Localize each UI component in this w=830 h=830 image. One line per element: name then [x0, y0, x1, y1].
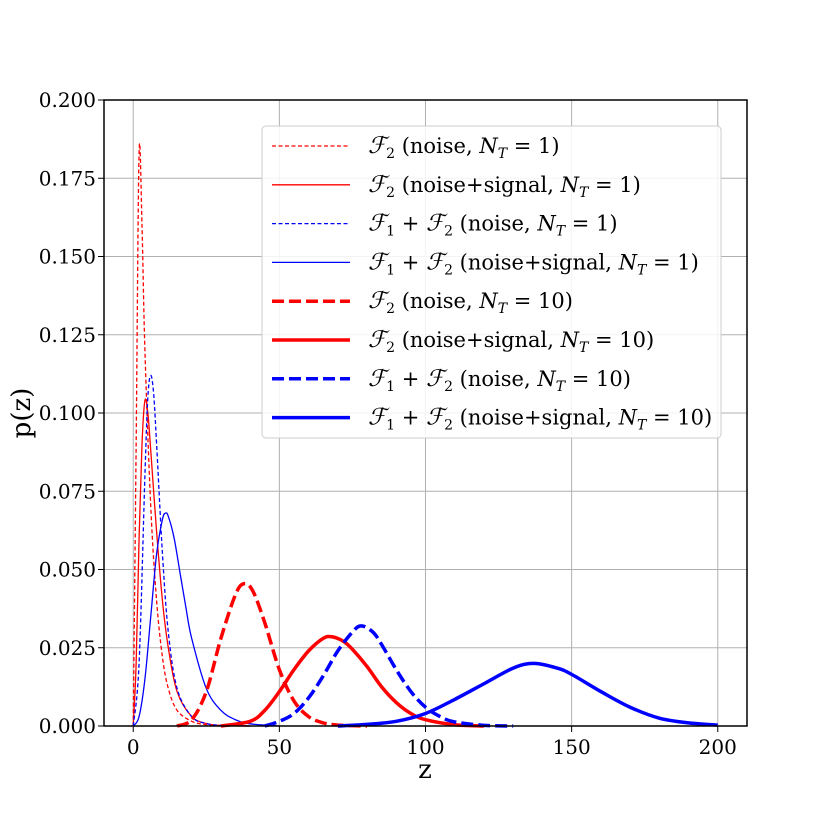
x-tick-label: 200 [699, 735, 737, 759]
x-tick-label: 150 [553, 735, 591, 759]
legend-label-6: ℱ2 (noise+signal, NT = 10) [368, 327, 654, 356]
y-tick-label: 0.175 [39, 166, 96, 190]
series-line-4 [132, 512, 280, 727]
y-tick-label: 0.050 [39, 558, 96, 582]
y-axis-label: p(z) [7, 388, 37, 439]
series-line-3 [132, 374, 251, 727]
ticks: 0 50 100 150 200 0.000 0.025 0.050 0.075 0.100 0.1… [39, 88, 737, 759]
legend-box [261, 125, 722, 439]
legend-label-4: ℱ1 + ℱ2 (noise+signal, NT = 1) [368, 249, 699, 278]
series-line-2 [132, 398, 251, 727]
series-line-1 [132, 143, 251, 727]
x-axis-label: z [418, 755, 432, 785]
legend-label-8: ℱ1 + ℱ2 (noise+signal, NT = 10) [368, 405, 712, 434]
legend-label-1: ℱ2 (noise, NT = 1) [368, 133, 560, 162]
series-line-5 [176, 581, 368, 728]
series-lines [132, 143, 718, 728]
x-tick-label: 0 [127, 735, 140, 759]
y-tick-label: 0.025 [39, 636, 96, 660]
y-tick-label: 0.125 [39, 323, 96, 347]
series-line-8 [337, 661, 718, 728]
legend-label-3: ℱ1 + ℱ2 (noise, NT = 1) [368, 211, 618, 240]
y-tick-label: 0.100 [39, 401, 96, 425]
series-line-6 [220, 634, 485, 728]
y-tick-label: 0.200 [39, 88, 96, 112]
legend-label-7: ℱ1 + ℱ2 (noise, NT = 10) [368, 366, 631, 395]
x-tick-label: 50 [267, 735, 292, 759]
y-tick-label: 0.150 [39, 245, 96, 269]
legend-label-5: ℱ2 (noise, NT = 10) [368, 288, 573, 317]
y-tick-label: 0.000 [39, 714, 96, 738]
y-tick-label: 0.075 [39, 479, 96, 503]
x-tick-label: 100 [406, 735, 444, 759]
legend-label-2: ℱ2 (noise+signal, NT = 1) [368, 172, 641, 201]
series-line-7 [264, 624, 514, 728]
legend: ℱ2 (noise, NT = 1) ℱ2 (noise+signal, NT =… [261, 125, 722, 439]
